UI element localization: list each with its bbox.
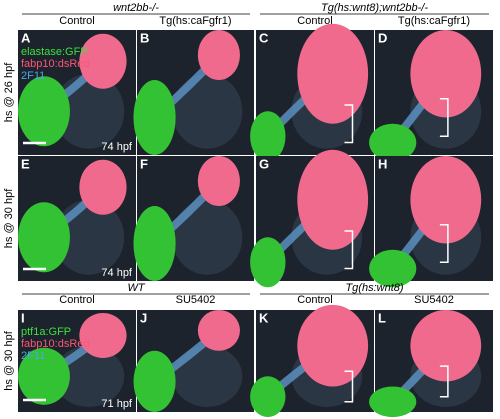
liver bbox=[297, 304, 369, 387]
liver bbox=[410, 310, 482, 382]
panel-letter: K bbox=[259, 310, 269, 325]
panel: F bbox=[133, 156, 254, 281]
column-label: Tg(hs:caFgfr1) bbox=[398, 15, 470, 27]
group-title: Tg(hs:wnt8);wnt2bb-/- bbox=[321, 2, 428, 14]
panel: D bbox=[369, 30, 493, 162]
panel-letter: F bbox=[140, 156, 148, 171]
column-label: Control bbox=[297, 15, 332, 27]
liver bbox=[197, 30, 240, 80]
legend-entry: elastase:GFP bbox=[21, 46, 88, 58]
pancreas bbox=[250, 376, 286, 418]
bracket bbox=[344, 230, 354, 270]
panel-letter: C bbox=[259, 30, 269, 45]
panel-letter: B bbox=[140, 30, 149, 45]
tissue bbox=[172, 199, 243, 275]
liver bbox=[197, 156, 240, 206]
column-label: SU5402 bbox=[176, 294, 216, 306]
stage-label: 74 hpf bbox=[101, 141, 133, 153]
bracket bbox=[344, 104, 354, 144]
liver bbox=[79, 313, 127, 358]
stage-label: 74 hpf bbox=[101, 267, 133, 279]
panel-letter: E bbox=[21, 156, 30, 171]
panel: B bbox=[133, 30, 254, 155]
bracket bbox=[439, 98, 449, 137]
panel-letter: L bbox=[378, 310, 386, 325]
row-label: hs @ 30 hpf bbox=[3, 330, 15, 390]
pancreas bbox=[250, 237, 286, 288]
pancreas bbox=[133, 350, 176, 412]
group-title: Tg(hs:wnt8) bbox=[345, 282, 403, 294]
panel: J bbox=[133, 310, 254, 412]
panel: C bbox=[250, 23, 374, 162]
panel: L bbox=[369, 310, 493, 418]
row-label: hs @ 26 hpf bbox=[3, 62, 15, 122]
bracket bbox=[439, 224, 449, 263]
row-label: hs @ 30 hpf bbox=[3, 188, 15, 248]
bracket bbox=[439, 365, 449, 398]
column-label: Control bbox=[297, 294, 332, 306]
bracket bbox=[344, 370, 354, 403]
pancreas bbox=[369, 123, 417, 162]
pancreas bbox=[18, 76, 70, 147]
liver bbox=[297, 149, 369, 250]
tissue bbox=[172, 73, 243, 149]
stage-label: 71 hpf bbox=[101, 398, 133, 410]
legend-entry: fabp10:dsRed bbox=[21, 338, 90, 350]
panel: E 74 hpf bbox=[18, 156, 136, 281]
liver bbox=[410, 156, 482, 244]
column-label: Tg(hs:caFgfr1) bbox=[159, 15, 231, 27]
legend-entry: 2F11 bbox=[21, 350, 45, 362]
panel: K bbox=[250, 304, 374, 418]
panel-letter: J bbox=[140, 310, 147, 325]
pancreas bbox=[18, 347, 70, 405]
legend-entry: 2F11 bbox=[21, 70, 45, 82]
column-label: Control bbox=[59, 294, 94, 306]
group-title: WT bbox=[127, 282, 145, 294]
panel: G bbox=[250, 149, 374, 288]
column-label: Control bbox=[59, 15, 94, 27]
pancreas bbox=[369, 249, 417, 288]
pancreas bbox=[133, 80, 176, 155]
liver bbox=[197, 310, 240, 351]
liver bbox=[410, 30, 482, 118]
column-label: SU5402 bbox=[414, 294, 454, 306]
panel-letter: A bbox=[21, 30, 31, 45]
panel: H bbox=[369, 156, 493, 288]
panel-letter: I bbox=[21, 310, 25, 325]
liver bbox=[79, 33, 127, 89]
legend-entry: fabp10:dsRed bbox=[21, 58, 90, 70]
panel-letter: G bbox=[259, 156, 269, 171]
liver bbox=[79, 159, 127, 215]
legend-entry: ptf1a:GFP bbox=[21, 326, 71, 338]
tissue bbox=[172, 345, 243, 407]
pancreas bbox=[250, 111, 286, 162]
liver bbox=[297, 23, 369, 124]
pancreas bbox=[369, 386, 417, 418]
panel-letter: D bbox=[378, 30, 387, 45]
panel-letter: H bbox=[378, 156, 387, 171]
pancreas bbox=[133, 206, 176, 281]
group-title: wnt2bb-/- bbox=[113, 2, 159, 14]
pancreas bbox=[18, 202, 70, 273]
